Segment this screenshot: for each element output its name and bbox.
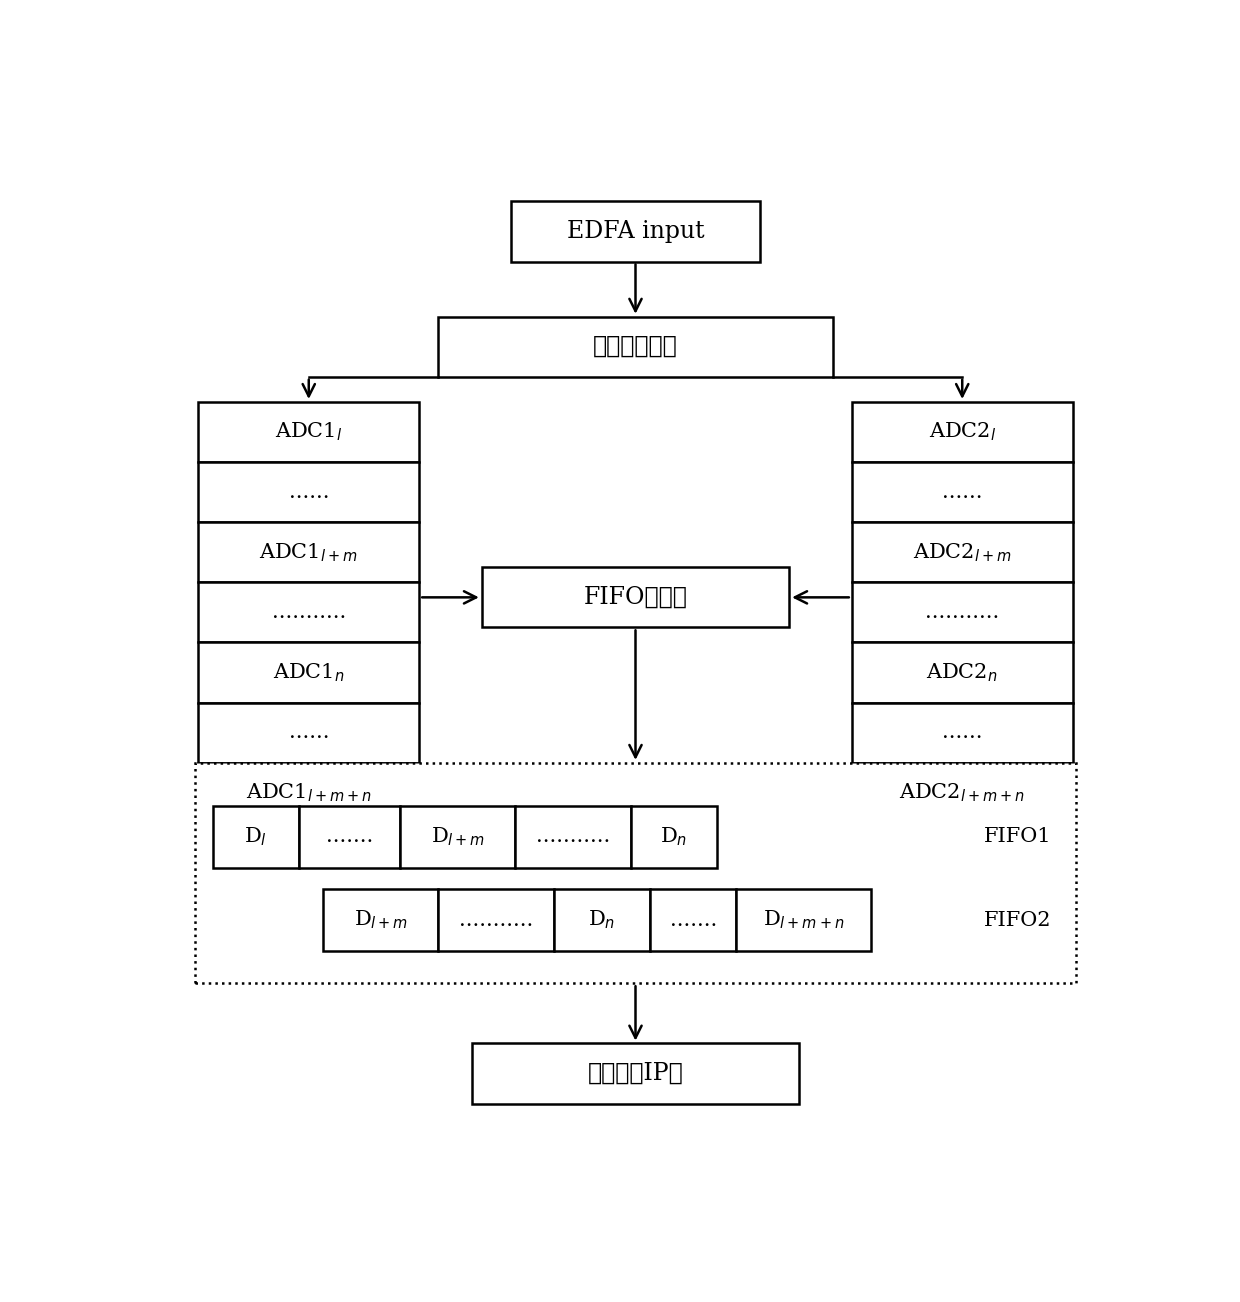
Bar <box>852 462 1073 522</box>
Text: ADC1$_{n}$: ADC1$_{n}$ <box>273 661 345 684</box>
Text: ......: ...... <box>289 483 329 501</box>
Text: D$_{n}$: D$_{n}$ <box>661 825 687 849</box>
Text: FIFO1: FIFO1 <box>985 828 1052 846</box>
Bar <box>198 703 419 763</box>
Text: ......: ...... <box>942 483 982 501</box>
Text: ADC2$_{l}$: ADC2$_{l}$ <box>929 421 996 443</box>
Text: ...........: ........... <box>536 828 610 846</box>
Bar <box>198 642 419 703</box>
Bar <box>516 806 631 868</box>
Text: ADC1$_{l}$: ADC1$_{l}$ <box>275 421 342 443</box>
Text: ...........: ........... <box>272 603 346 622</box>
Bar <box>198 582 419 642</box>
Text: FIFO控制器: FIFO控制器 <box>584 586 687 609</box>
Text: .......: ....... <box>326 828 373 846</box>
Bar <box>196 763 1075 983</box>
Bar <box>554 889 650 952</box>
Bar <box>852 642 1073 703</box>
Bar <box>852 582 1073 642</box>
Text: D$_{l+m}$: D$_{l+m}$ <box>353 909 408 931</box>
Text: ......: ...... <box>289 723 329 742</box>
Bar <box>299 806 401 868</box>
Bar <box>481 568 789 628</box>
Bar <box>737 889 870 952</box>
Bar <box>439 889 554 952</box>
Bar <box>198 522 419 582</box>
Text: ADC1$_{l+m+n}$: ADC1$_{l+m+n}$ <box>246 781 372 805</box>
Text: ADC1$_{l+m}$: ADC1$_{l+m}$ <box>259 540 358 564</box>
Bar <box>198 462 419 522</box>
Bar <box>852 763 1073 823</box>
Bar <box>631 806 717 868</box>
Bar <box>650 889 737 952</box>
Bar <box>852 703 1073 763</box>
Text: D$_{l+m+n}$: D$_{l+m+n}$ <box>763 909 844 931</box>
Text: EDFA input: EDFA input <box>567 220 704 243</box>
Bar <box>472 1043 799 1104</box>
Text: ADC2$_{l+m+n}$: ADC2$_{l+m+n}$ <box>899 781 1025 805</box>
Bar <box>852 522 1073 582</box>
Bar <box>198 402 419 462</box>
Text: 除法运算IP核: 除法运算IP核 <box>588 1062 683 1085</box>
Bar <box>852 402 1073 462</box>
Text: ...........: ........... <box>459 910 533 930</box>
Text: ADC2$_{n}$: ADC2$_{n}$ <box>926 661 998 684</box>
Bar <box>324 889 439 952</box>
Bar <box>511 202 760 262</box>
Bar <box>213 806 299 868</box>
Text: D$_{l+m}$: D$_{l+m}$ <box>430 825 485 849</box>
Text: D$_{l}$: D$_{l}$ <box>244 825 268 849</box>
Text: 并行采样电路: 并行采样电路 <box>593 335 678 358</box>
Text: .......: ....... <box>670 910 717 930</box>
Text: D$_{n}$: D$_{n}$ <box>588 909 615 931</box>
Bar <box>401 806 516 868</box>
Text: ADC2$_{l+m}$: ADC2$_{l+m}$ <box>913 540 1012 564</box>
Text: ...........: ........... <box>925 603 999 622</box>
Text: FIFO2: FIFO2 <box>985 910 1052 930</box>
Bar <box>198 763 419 823</box>
Bar <box>439 316 832 376</box>
Text: ......: ...... <box>942 723 982 742</box>
